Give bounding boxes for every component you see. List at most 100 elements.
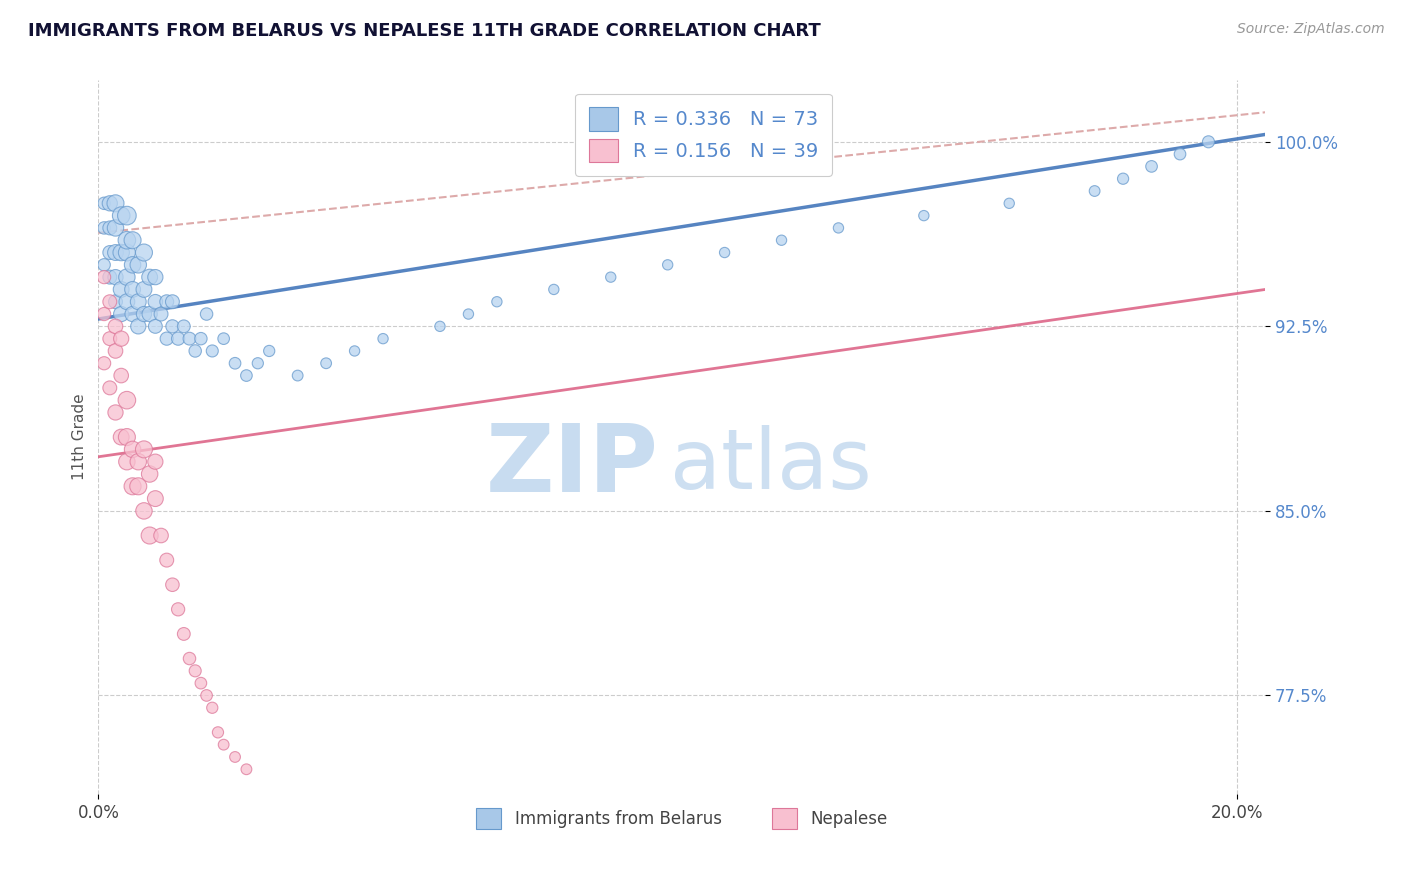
- Point: [93, 221, 115, 235]
- Y-axis label: 11th Grade: 11th Grade: [72, 393, 87, 481]
- Point: [115, 393, 138, 408]
- Point: [115, 455, 138, 469]
- Point: [1084, 184, 1107, 198]
- Point: [143, 491, 166, 506]
- Point: [167, 332, 190, 346]
- Point: [110, 368, 132, 383]
- Point: [115, 270, 138, 285]
- Point: [224, 356, 246, 370]
- Point: [132, 504, 155, 518]
- Point: [429, 319, 451, 334]
- Text: IMMIGRANTS FROM BELARUS VS NEPALESE 11TH GRADE CORRELATION CHART: IMMIGRANTS FROM BELARUS VS NEPALESE 11TH…: [28, 22, 821, 40]
- Point: [246, 356, 269, 370]
- Point: [93, 356, 115, 370]
- Point: [657, 258, 679, 272]
- Point: [132, 307, 155, 321]
- Legend: Immigrants from Belarus, Nepalese: Immigrants from Belarus, Nepalese: [470, 802, 894, 836]
- Point: [93, 196, 115, 211]
- Point: [195, 689, 218, 703]
- Point: [201, 700, 224, 714]
- Point: [156, 294, 179, 309]
- Point: [121, 479, 143, 493]
- Point: [998, 196, 1021, 211]
- Point: [190, 676, 212, 690]
- Point: [98, 294, 121, 309]
- Point: [104, 196, 127, 211]
- Point: [121, 442, 143, 457]
- Point: [827, 221, 849, 235]
- Point: [110, 209, 132, 223]
- Point: [110, 245, 132, 260]
- Point: [93, 307, 115, 321]
- Point: [1198, 135, 1220, 149]
- Point: [132, 442, 155, 457]
- Point: [98, 332, 121, 346]
- Point: [93, 270, 115, 285]
- Point: [110, 332, 132, 346]
- Point: [190, 332, 212, 346]
- Point: [212, 332, 235, 346]
- Point: [104, 405, 127, 419]
- Point: [173, 627, 195, 641]
- Point: [98, 381, 121, 395]
- Point: [115, 430, 138, 444]
- Point: [150, 307, 173, 321]
- Point: [115, 294, 138, 309]
- Point: [143, 270, 166, 285]
- Point: [315, 356, 337, 370]
- Point: [287, 368, 309, 383]
- Point: [212, 738, 235, 752]
- Point: [543, 282, 565, 296]
- Point: [121, 233, 143, 247]
- Point: [343, 343, 366, 358]
- Point: [162, 319, 184, 334]
- Point: [162, 578, 184, 592]
- Point: [93, 258, 115, 272]
- Point: [1140, 160, 1163, 174]
- Point: [98, 270, 121, 285]
- Point: [195, 307, 218, 321]
- Text: Source: ZipAtlas.com: Source: ZipAtlas.com: [1237, 22, 1385, 37]
- Point: [235, 762, 257, 776]
- Point: [184, 343, 207, 358]
- Point: [132, 282, 155, 296]
- Point: [162, 294, 184, 309]
- Point: [104, 343, 127, 358]
- Point: [207, 725, 229, 739]
- Point: [121, 307, 143, 321]
- Point: [143, 294, 166, 309]
- Point: [138, 467, 160, 481]
- Point: [184, 664, 207, 678]
- Point: [121, 282, 143, 296]
- Point: [138, 528, 160, 542]
- Point: [599, 270, 621, 285]
- Point: [115, 209, 138, 223]
- Point: [127, 294, 149, 309]
- Point: [127, 258, 149, 272]
- Point: [143, 455, 166, 469]
- Point: [121, 258, 143, 272]
- Point: [179, 332, 201, 346]
- Point: [257, 343, 280, 358]
- Point: [1168, 147, 1191, 161]
- Point: [235, 368, 257, 383]
- Point: [713, 245, 735, 260]
- Point: [485, 294, 508, 309]
- Point: [138, 307, 160, 321]
- Text: ZIP: ZIP: [485, 419, 658, 512]
- Point: [457, 307, 479, 321]
- Point: [104, 294, 127, 309]
- Point: [179, 651, 201, 665]
- Point: [138, 270, 160, 285]
- Point: [770, 233, 793, 247]
- Point: [98, 245, 121, 260]
- Point: [110, 282, 132, 296]
- Point: [115, 245, 138, 260]
- Point: [104, 245, 127, 260]
- Point: [173, 319, 195, 334]
- Point: [127, 319, 149, 334]
- Point: [150, 528, 173, 542]
- Point: [98, 221, 121, 235]
- Point: [127, 479, 149, 493]
- Point: [1112, 171, 1135, 186]
